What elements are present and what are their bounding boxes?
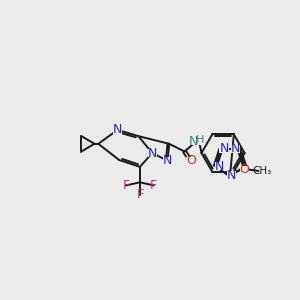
Text: F: F	[136, 188, 143, 201]
Text: N: N	[189, 135, 199, 148]
Text: CH₃: CH₃	[253, 166, 272, 176]
Bar	[240, 166, 249, 173]
Text: N: N	[214, 160, 224, 172]
Text: N: N	[113, 123, 122, 136]
Text: H: H	[196, 135, 204, 145]
Text: O: O	[240, 163, 250, 176]
Text: N: N	[163, 154, 172, 167]
Text: N: N	[227, 169, 236, 182]
Bar	[113, 126, 122, 134]
Bar	[187, 138, 201, 145]
Bar	[186, 157, 195, 165]
Bar	[148, 149, 157, 157]
Bar	[227, 171, 236, 179]
Text: N: N	[219, 142, 229, 155]
Bar	[214, 162, 224, 170]
Text: F: F	[150, 179, 157, 192]
Bar	[219, 145, 229, 153]
Bar	[163, 157, 172, 165]
Text: N: N	[148, 146, 157, 160]
Text: O: O	[186, 154, 196, 167]
Text: N: N	[230, 142, 240, 155]
Text: F: F	[122, 179, 130, 192]
Bar	[231, 145, 240, 153]
